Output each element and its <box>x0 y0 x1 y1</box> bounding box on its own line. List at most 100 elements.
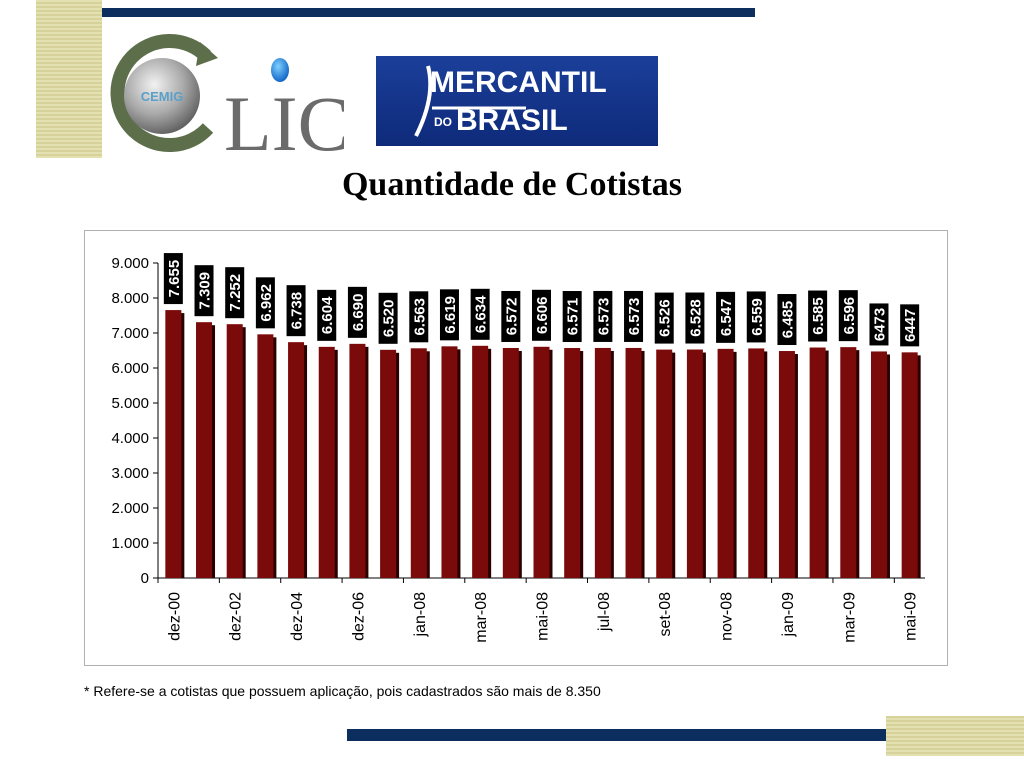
y-tick-label: 3.000 <box>111 465 149 482</box>
data-label-box <box>255 277 275 329</box>
data-label: 6.520 <box>378 292 398 344</box>
y-tick-label: 6.000 <box>111 360 149 377</box>
bar <box>656 349 673 578</box>
data-label-box <box>409 291 429 343</box>
data-label-box <box>562 291 582 343</box>
bar <box>564 348 581 578</box>
x-tick-label: mai-09 <box>903 592 920 641</box>
bar <box>809 347 826 578</box>
data-label: 7.252 <box>225 267 245 319</box>
data-label: 6.572 <box>501 290 521 342</box>
data-label-text: 6.528 <box>687 299 704 337</box>
y-tick-label: 2.000 <box>111 500 149 517</box>
data-label: 6.606 <box>532 289 551 341</box>
data-label: 6.485 <box>777 294 797 346</box>
bar <box>686 349 703 578</box>
bar <box>349 343 366 578</box>
data-label: 6.690 <box>347 286 367 338</box>
data-label-box <box>838 290 858 342</box>
data-label-text: 6.563 <box>411 298 428 336</box>
data-label-box <box>317 289 337 341</box>
bar <box>748 348 765 578</box>
data-label-text: 6447 <box>902 309 919 342</box>
data-label: 6.563 <box>409 291 429 343</box>
data-label-text: 6.962 <box>258 284 275 322</box>
bar <box>840 347 857 578</box>
clic-wordmark: LIC <box>224 80 344 158</box>
bar <box>288 342 305 578</box>
data-label-text: 7.252 <box>227 274 244 312</box>
data-label: 6.634 <box>470 288 490 340</box>
y-tick-label: 0 <box>141 570 149 587</box>
data-label-text: 6473 <box>871 308 888 341</box>
x-tick-label: set-08 <box>657 592 674 637</box>
data-label-text: 6.619 <box>442 296 459 334</box>
mercantil-do-brasil-logo: MERCANTIL DO BRASIL <box>376 56 658 146</box>
bar <box>901 352 918 578</box>
bar <box>472 345 489 578</box>
x-tick-label: jan-08 <box>412 592 429 638</box>
left-decorative-stripe <box>36 0 102 158</box>
cemig-wordmark: CEMIG <box>141 89 184 104</box>
data-label-text: 6.634 <box>473 295 490 333</box>
data-label-text: 6.572 <box>503 298 520 336</box>
data-label-box <box>347 286 367 338</box>
data-label: 6.559 <box>746 291 766 343</box>
mercantil-do-text: DO <box>434 115 452 129</box>
data-label-box <box>470 288 490 340</box>
data-label: 6.962 <box>255 277 275 329</box>
data-label: 6473 <box>869 303 889 346</box>
data-label: 6.526 <box>654 292 674 344</box>
bar <box>196 322 213 578</box>
bar <box>318 346 335 578</box>
data-label-text: 7.309 <box>197 272 214 310</box>
bar <box>502 347 519 578</box>
x-tick-label: mar-08 <box>473 592 490 643</box>
bar <box>441 346 458 578</box>
x-tick-label: jul-08 <box>596 592 613 632</box>
data-label-box <box>163 253 183 305</box>
y-tick-label: 1.000 <box>111 535 149 552</box>
data-label-box <box>286 285 306 337</box>
data-label: 6.604 <box>317 289 337 341</box>
x-tick-label: dez-02 <box>228 592 245 641</box>
data-label-text: 6.526 <box>657 299 674 337</box>
data-label-text: 6.547 <box>718 299 735 337</box>
data-label-box <box>194 265 214 317</box>
data-label-text: 6.596 <box>841 297 858 335</box>
data-label: 7.309 <box>194 265 214 317</box>
footnote: * Refere-se a cotistas que possuem aplic… <box>84 683 601 699</box>
bar <box>717 348 734 578</box>
x-tick-label: mar-09 <box>841 592 858 643</box>
data-label: 6.528 <box>685 292 705 344</box>
bar <box>625 347 642 578</box>
data-label-text: 6.559 <box>749 298 766 336</box>
x-tick-label: nov-08 <box>719 592 736 641</box>
y-tick-label: 8.000 <box>111 290 149 307</box>
data-label-text: 6.485 <box>779 301 796 339</box>
bar <box>257 334 274 578</box>
data-label-box <box>685 292 705 344</box>
top-decorative-bar <box>100 8 755 17</box>
bar <box>226 324 243 578</box>
data-label-text: 6.606 <box>534 297 551 335</box>
data-label-box <box>716 291 736 343</box>
x-tick-label: dez-06 <box>350 592 367 641</box>
data-label: 6.571 <box>562 291 582 343</box>
y-tick-label: 7.000 <box>111 325 149 342</box>
data-label: 6.738 <box>286 285 306 337</box>
bottom-decorative-stripe <box>886 716 1024 756</box>
bar <box>380 349 397 578</box>
y-tick-label: 5.000 <box>111 395 149 412</box>
data-label: 6.573 <box>593 290 613 342</box>
data-label-box <box>869 303 889 346</box>
data-label-box <box>501 290 521 342</box>
x-tick-label: dez-00 <box>166 592 183 641</box>
bar-chart: 0 1.000 2.000 3.000 4.000 5.000 6.000 7.000 8.00… <box>111 253 925 643</box>
data-label: 6.547 <box>716 291 736 343</box>
bar <box>870 351 887 578</box>
data-label-box <box>777 294 797 346</box>
page-title: Quantidade de Cotistas <box>341 166 683 203</box>
data-label-text: 6.573 <box>626 298 643 336</box>
x-tick-label: jan-09 <box>780 592 797 638</box>
